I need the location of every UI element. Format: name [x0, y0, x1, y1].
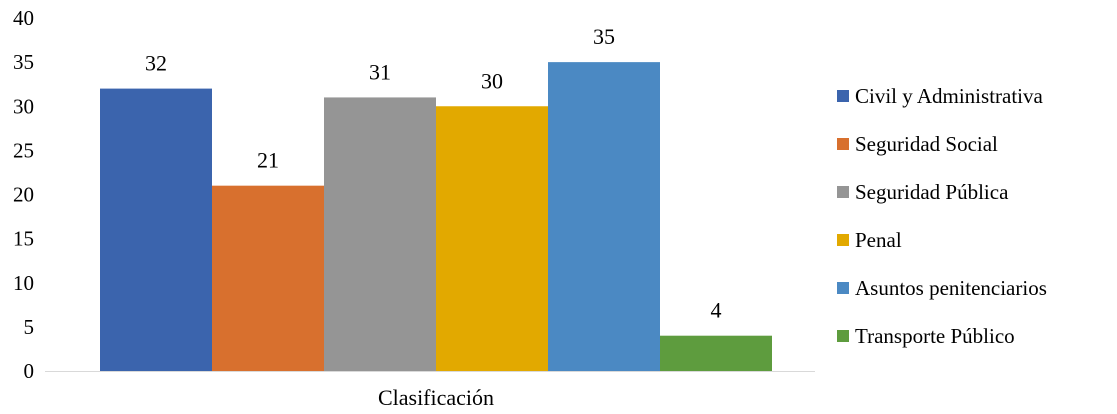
bars [100, 62, 772, 372]
legend-swatch [837, 330, 849, 342]
bar-seguridad-pública [324, 97, 436, 372]
legend-item: Transporte Público [837, 324, 1015, 348]
bar-seguridad-social [212, 185, 324, 371]
legend-label: Seguridad Pública [855, 180, 1009, 204]
y-tick-label: 40 [13, 6, 34, 30]
legend-swatch [837, 186, 849, 198]
legend-swatch [837, 234, 849, 246]
legend-item: Seguridad Social [837, 132, 998, 156]
data-label: 30 [481, 68, 503, 93]
data-label: 35 [593, 24, 615, 49]
legend-label: Penal [855, 228, 902, 252]
legend-swatch [837, 282, 849, 294]
data-label: 4 [711, 298, 722, 323]
legend-swatch [837, 90, 849, 102]
legend-label: Civil y Administrativa [855, 84, 1044, 108]
bar-penal [436, 106, 548, 371]
data-label: 21 [257, 148, 279, 173]
y-tick-label: 25 [13, 138, 34, 162]
y-tick-label: 30 [13, 94, 34, 118]
data-label: 32 [145, 51, 167, 76]
legend-label: Asuntos penitenciarios [855, 276, 1047, 300]
legend-item: Penal [837, 228, 902, 252]
y-tick-label: 10 [13, 271, 34, 295]
x-axis: Clasificación [45, 371, 815, 410]
y-axis: 0 5 10 15 20 25 30 35 40 [13, 6, 34, 383]
data-label: 31 [369, 59, 391, 84]
x-category-label: Clasificación [378, 385, 494, 410]
legend-label: Seguridad Social [855, 132, 998, 156]
bar-transporte-público [660, 335, 772, 371]
y-tick-label: 5 [24, 315, 35, 339]
data-labels: 32 21 31 30 35 4 [145, 24, 722, 323]
y-tick-label: 35 [13, 50, 34, 74]
legend-item: Civil y Administrativa [837, 84, 1044, 108]
legend-swatch [837, 138, 849, 150]
legend-label: Transporte Público [855, 324, 1015, 348]
bar-asuntos-penitenciarios [548, 62, 660, 371]
y-tick-label: 0 [24, 359, 35, 383]
bar-civil-y-administrativa [100, 88, 212, 371]
legend-item: Seguridad Pública [837, 180, 1009, 204]
y-tick-label: 20 [13, 183, 34, 207]
y-tick-label: 15 [13, 227, 34, 251]
legend-item: Asuntos penitenciarios [837, 276, 1047, 300]
legend: Civil y Administrativa Seguridad Social Se… [837, 84, 1047, 348]
